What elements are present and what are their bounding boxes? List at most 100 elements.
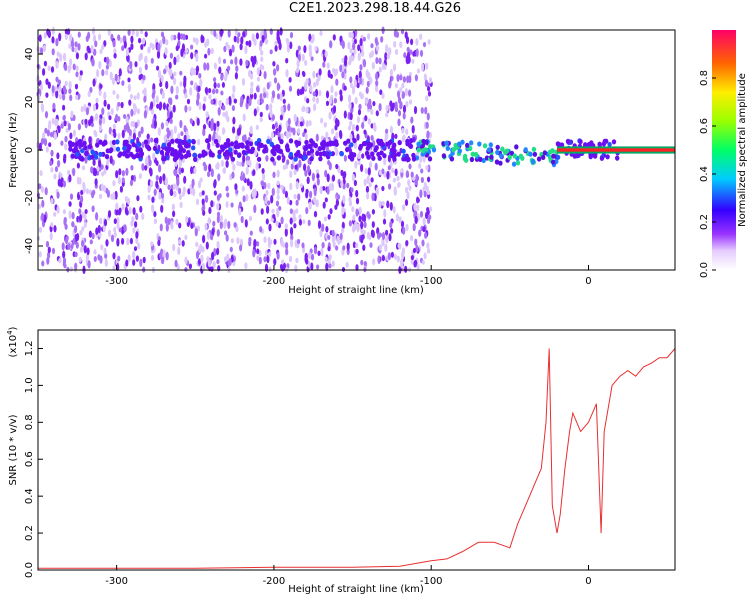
spectrogram-speck [245, 160, 249, 166]
spectrogram-speck [412, 51, 416, 57]
spectrogram-speck [342, 178, 346, 185]
spectrogram-speck [159, 82, 163, 88]
spectrogram-band-point [129, 151, 134, 157]
spectrogram-band-point [470, 151, 475, 157]
spectrogram-speck [387, 252, 391, 261]
spectrogram-speck [204, 41, 208, 48]
spectrogram-speck [125, 259, 129, 267]
spectrogram-speck [334, 124, 338, 131]
spectrogram-band-point [380, 141, 385, 147]
spectrogram-speck [167, 218, 171, 225]
spectrogram-speck [394, 133, 398, 139]
spectrogram-speck [78, 177, 82, 185]
spectrogram-speck [244, 45, 248, 55]
spectrogram-speck [388, 47, 392, 56]
spectrogram-band-point [186, 150, 191, 156]
spectrogram-speck [216, 259, 220, 265]
spectrogram-speck [331, 128, 335, 135]
spectrogram-speck [152, 88, 156, 96]
spectrogram-speck [256, 248, 260, 255]
spectrogram-speck [201, 262, 206, 272]
spectrogram-band-point [377, 140, 382, 146]
spectrogram-speck [351, 173, 355, 182]
spectrogram-speck [160, 31, 165, 38]
spectrogram-speck [122, 35, 126, 43]
spectrogram-speck [341, 71, 345, 79]
spectrogram-speck [164, 216, 168, 225]
spectrogram-speck [217, 83, 221, 88]
spectrogram-speck [312, 91, 316, 97]
spectrogram-band-point [159, 149, 165, 155]
spectrogram-speck [56, 205, 60, 214]
spectrogram-speck [64, 143, 68, 151]
spectrogram-speck [248, 159, 252, 167]
spectrogram-speck [83, 221, 87, 228]
spectrogram-speck [168, 105, 172, 112]
spectrogram-speck [41, 104, 45, 113]
spectrogram-strong-band [557, 148, 675, 152]
spectrogram-speck [405, 223, 409, 232]
spectrogram-speck [92, 78, 96, 87]
spectrogram-speck [190, 80, 194, 86]
spectrogram-speck [208, 94, 212, 100]
spectrogram-speck [355, 242, 359, 248]
spectrogram-speck [335, 117, 339, 127]
spectrogram-speck [82, 181, 86, 190]
snr-y-tick-label: 0.8 [24, 414, 35, 430]
spectrogram-speck [161, 90, 165, 100]
spectrogram-speck [396, 255, 400, 263]
spectrogram-speck [69, 58, 73, 66]
spectrogram-speck [103, 40, 107, 47]
spectrogram-band-point [495, 144, 500, 150]
spectrogram-band-point [256, 156, 262, 162]
spectrogram-speck [328, 263, 332, 269]
spectrogram-speck [104, 258, 108, 268]
spectrogram-speck [248, 69, 252, 78]
spectrogram-speck [117, 176, 121, 185]
spectrogram-speck [367, 167, 371, 176]
spectrogram-speck [416, 204, 420, 212]
spectrogram-speck [257, 99, 261, 105]
spectrogram-speck [198, 72, 202, 79]
spectrogram-speck [357, 52, 361, 62]
spectrogram-speck [419, 154, 423, 164]
spectrogram-speck [285, 69, 289, 78]
spectrogram-speck [400, 168, 404, 174]
spectrogram-speck [225, 185, 229, 192]
spectrogram-band-point [371, 155, 376, 161]
spectrogram-speck [363, 178, 367, 187]
spectrogram-speck [42, 138, 46, 144]
spectrogram-speck [233, 221, 237, 228]
spectrogram-speck [244, 219, 248, 228]
spectrogram-speck [181, 240, 185, 247]
spectrogram-speck [217, 173, 221, 182]
spectrogram-speck [84, 118, 88, 125]
spectrogram-speck [363, 221, 367, 229]
spectrogram-speck [405, 186, 409, 194]
spectrogram-band-point [217, 149, 222, 155]
spectrogram-speck [134, 221, 138, 228]
spectrogram-speck [160, 204, 164, 213]
spectrogram-speck [395, 31, 399, 38]
spectrogram-band-point [368, 142, 373, 148]
spectrogram-speck [402, 76, 406, 83]
spectrogram-speck [123, 224, 127, 233]
spectrogram-speck [425, 211, 429, 220]
spectrogram-speck [172, 210, 176, 218]
spectrogram-speck [253, 239, 257, 247]
spectrogram-speck [155, 180, 159, 189]
spectrogram-speck [289, 226, 294, 236]
spectrogram-speck [385, 128, 389, 134]
spectrogram-speck [204, 194, 209, 203]
spectrogram-speck [45, 146, 49, 153]
spectrogram-speck [227, 65, 231, 71]
snr-y-tick-label: 0.2 [24, 525, 35, 541]
spectrogram-band-point [125, 153, 131, 159]
spectrogram-speck [64, 63, 68, 72]
spectrogram-speck [204, 222, 208, 231]
spectrogram-band-point [556, 141, 562, 148]
spectrogram-band-point [306, 150, 311, 156]
spectrogram-speck [335, 245, 339, 251]
spectrogram-speck [164, 177, 168, 186]
spectrogram-speck [343, 85, 347, 91]
